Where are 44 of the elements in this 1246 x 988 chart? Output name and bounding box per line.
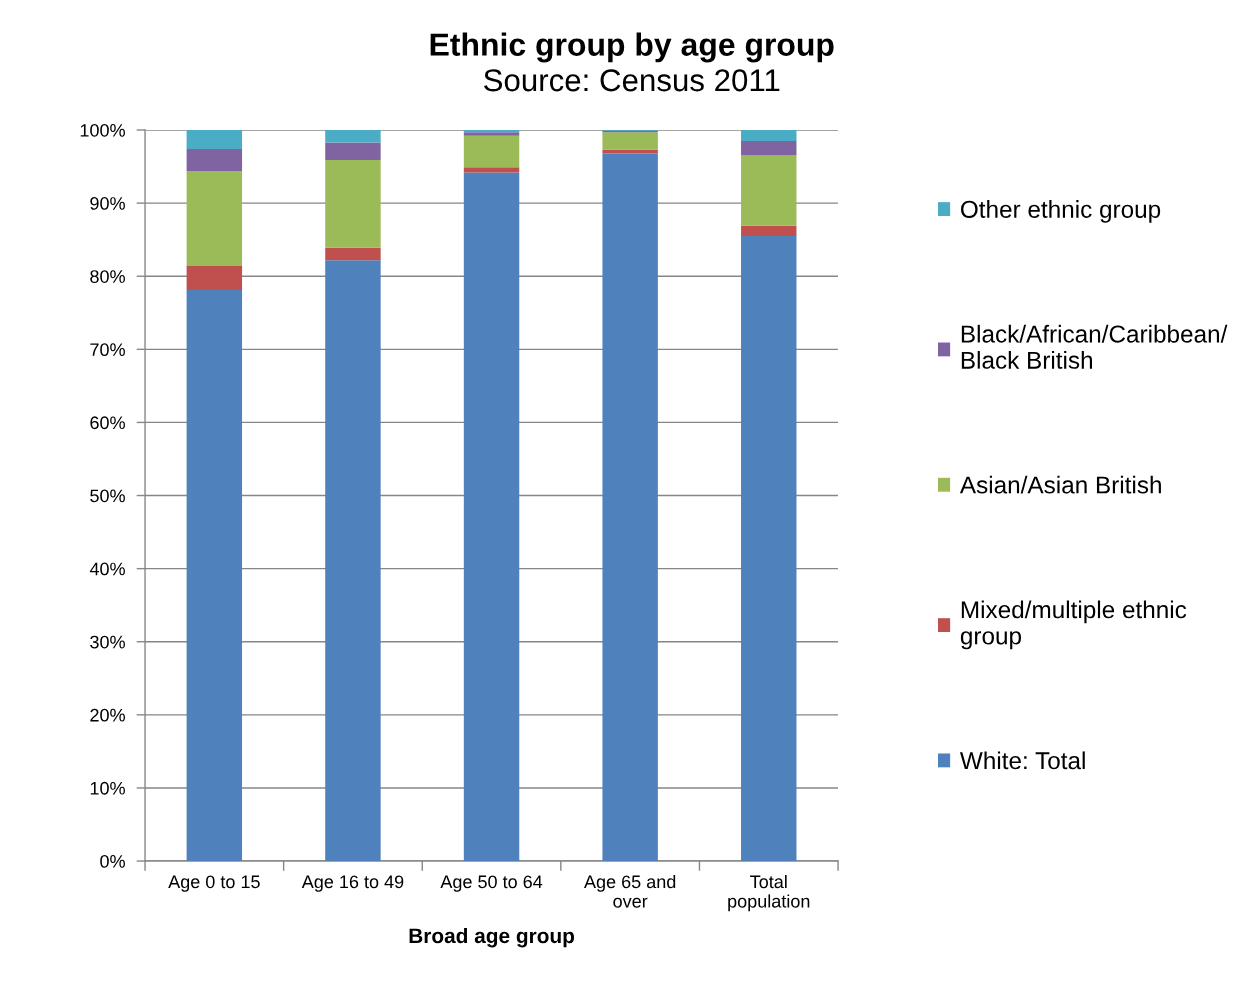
bar [463,135,520,168]
y-tick-label: 100% [80,123,125,137]
bar [186,130,243,150]
bar [741,140,797,156]
bar [325,247,381,261]
bar [602,132,658,150]
bar [325,130,381,143]
bar [741,236,797,862]
legend-label: Mixed/multiple ethnic group [960,600,1187,650]
y-tick-label: 40% [89,562,125,576]
y-tick-label: 10% [90,781,125,795]
y-tick-label: 60% [90,416,125,430]
y-tick-label: 30% [90,635,125,649]
bar [741,225,797,237]
bar [186,290,243,862]
bar [325,260,381,862]
bar [602,153,658,862]
chart-title: Ethnic group by age group [430,32,834,63]
bar [463,172,520,862]
y-tick-label: 80% [90,270,125,283]
y-tick-label: 20% [90,708,125,722]
x-tick-label: Age 0 to 15 [168,875,260,892]
legend-label: Asian/Asian British [959,475,1161,494]
x-axis-title: Broad age group [409,927,575,948]
bar [741,155,797,226]
y-tick-label: 70% [90,343,125,357]
y-tick-label: 90% [90,197,125,210]
bar [741,130,797,141]
legend-label: Black/African/Caribbean/ Black British [961,324,1228,369]
legend-label: Other ethnic group [961,200,1161,223]
bar [325,159,381,248]
bar [463,167,520,173]
x-tick-label: Age 16 to 49 [301,875,404,892]
y-tick-label: 0% [100,854,125,868]
x-tick-label: Age 50 to 64 [440,875,543,892]
bar [186,265,243,291]
y-tick-label: 50% [90,489,125,503]
legend-label: White: Total [959,751,1085,770]
bar [186,170,243,266]
chart-subtitle: Source: Census 2011 [484,69,780,92]
x-tick-label: Age 65 and over [584,874,676,908]
bar [325,142,381,160]
bar [186,149,243,171]
x-tick-label: Total population [728,874,810,912]
